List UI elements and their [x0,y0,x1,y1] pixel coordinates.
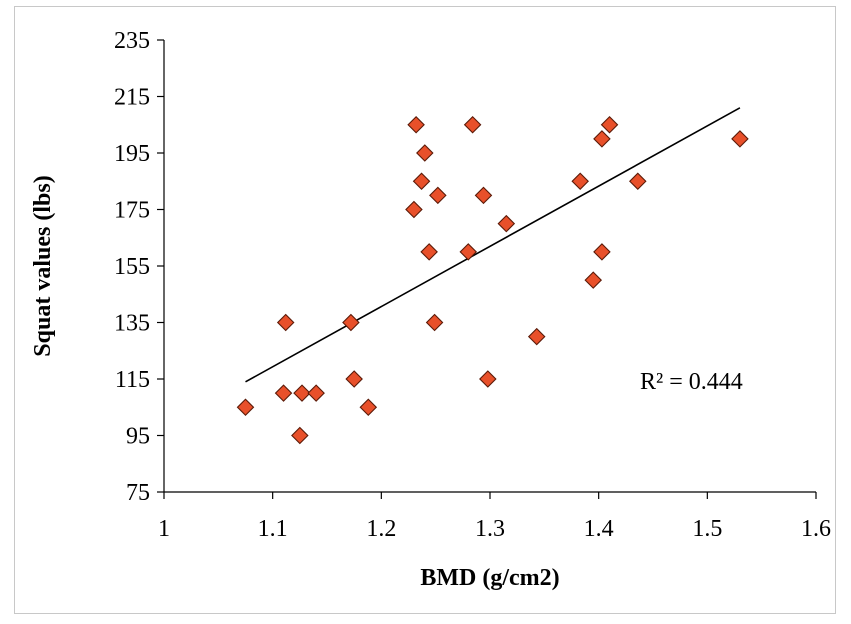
data-point [342,313,360,332]
data-point [412,172,431,191]
x-tick-label: 1.6 [801,516,831,542]
x-axis-title: BMD (g/cm2) [420,565,559,591]
x-ticks: 1 1.1 1.2 1.3 1.4 1.5 1.6 [158,492,831,542]
data-point [345,370,363,388]
data-point [731,130,749,148]
data-point [407,115,425,134]
y-tick-label: 175 [114,198,150,224]
y-ticks: 75 95 115 135 155 175 195 215 235 [114,28,164,506]
data-point [584,271,603,289]
y-tick-label: 115 [115,367,150,393]
data-point [416,144,434,162]
data-point [307,384,325,402]
y-tick-label: 215 [114,85,150,111]
data-point [405,200,423,219]
data-point [593,130,611,148]
trendline-group [245,107,741,383]
axes [163,40,816,493]
data-point [600,115,619,134]
data-point [359,398,378,417]
data-points [236,115,749,445]
x-tick-label: 1.3 [475,516,505,542]
data-point [429,186,447,205]
y-tick-label: 75 [126,480,150,506]
x-tick-label: 1.1 [258,516,288,542]
y-tick-label: 95 [126,424,150,450]
y-axis-title: Squat values (lbs) [30,175,56,356]
data-point [463,115,482,134]
y-tick-label: 195 [114,141,150,167]
data-point [276,313,295,332]
x-tick-label: 1.5 [692,516,722,542]
y-tick-label: 235 [114,28,150,54]
y-tick-label: 155 [114,254,150,280]
x-tick-label: 1.4 [584,516,614,542]
data-point [571,172,589,191]
data-point [420,243,438,261]
data-point [474,186,493,205]
data-point [425,313,444,332]
data-point [274,384,293,402]
r-squared-annotation: R² = 0.444 [640,369,743,395]
chart-frame [14,6,836,614]
x-tick-label: 1.2 [366,516,396,542]
data-point [479,370,497,388]
data-point [291,426,309,445]
y-tick-label: 135 [114,311,150,337]
data-point [629,172,647,191]
x-tick-label: 1 [158,516,170,542]
data-point [527,327,546,346]
data-point [459,243,478,261]
trendline [245,107,741,383]
data-point [236,398,255,417]
data-point [293,384,311,402]
data-point [593,243,611,261]
data-point [497,214,516,233]
